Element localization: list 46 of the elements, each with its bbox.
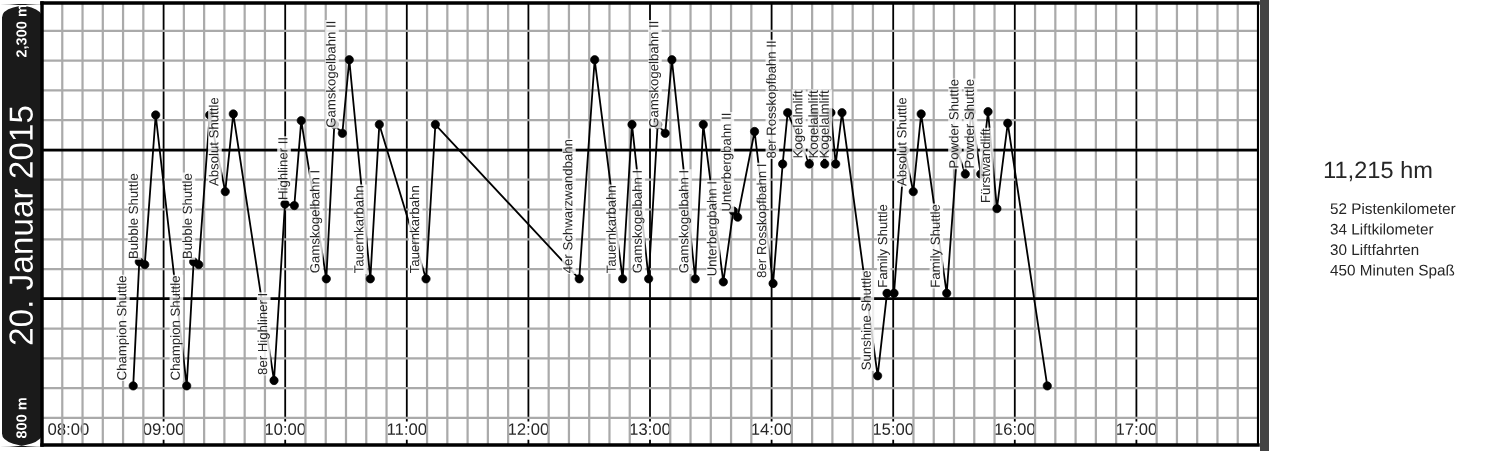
annotation: Gamskogelbahn II xyxy=(325,21,339,128)
text: 11,215 hm xyxy=(1324,161,1432,182)
annotation: Tauernkarbahn xyxy=(353,186,364,273)
annotation: 8er Highliner I xyxy=(257,294,270,375)
annotation: Gamskogelbahn I xyxy=(678,171,692,273)
annotation: Tauernkarbahn xyxy=(409,186,420,273)
annotation: Kogelalmlift xyxy=(792,90,806,158)
annotation: Champion Shuttle xyxy=(170,276,183,380)
annotation: Gamskogelbahn II xyxy=(648,21,662,128)
x-tick-label: 16:00 xyxy=(995,423,1035,436)
annotation: Highliner II xyxy=(277,138,291,199)
annotation: Unterbergbahn II xyxy=(721,113,734,211)
annotation: Gamskogelbahn I xyxy=(632,171,645,273)
annotation: Absolut Shuttle xyxy=(896,97,907,187)
annotation: Absolut Shuttle xyxy=(208,97,219,187)
annotation: Powder Shuttle xyxy=(964,79,974,168)
annotation: Champion Shuttle xyxy=(116,276,130,380)
x-tick-label: 10:00 xyxy=(265,423,306,436)
annotation: Powder Shuttle xyxy=(948,79,959,168)
annotation: Kogelalmlift xyxy=(808,90,821,158)
x-tick-label: 11:00 xyxy=(387,423,427,436)
x-tick-label: 13:00 xyxy=(630,423,671,436)
annotation: 8er Rosskopfbahn I xyxy=(756,164,769,278)
annotation: Fürstwandlift xyxy=(980,128,991,203)
annotation: 4er Schwarzwandbahn xyxy=(562,139,573,273)
annotation: 8er Rosskopfbahn II xyxy=(766,41,779,158)
annotation: Gamskogelbahn I xyxy=(309,171,323,273)
x-tick-label: 17:00 xyxy=(1116,423,1157,436)
annotation: Bubble Shuttle xyxy=(128,173,138,258)
annotation: Kogelalmlift xyxy=(819,90,832,158)
x-tick-label: 12:00 xyxy=(508,423,549,436)
annotation: Tauernkarbahn xyxy=(606,186,616,273)
text: 34 Liftkilometer xyxy=(1330,223,1434,235)
text: 52 Pistenkilometer xyxy=(1330,202,1456,215)
annotation: Sunshine Shuttle xyxy=(861,271,871,370)
annotation: Family Shuttle xyxy=(930,204,943,287)
x-tick-label: 14:00 xyxy=(752,423,792,436)
annotation: Unterbergbahn I xyxy=(706,182,720,276)
annotation: Bubble Shuttle xyxy=(182,173,192,258)
y-tick-label: 800 m xyxy=(16,398,27,439)
text: 450 Minuten Spaß xyxy=(1330,264,1455,279)
text: 20. Januar 2015 xyxy=(9,106,33,345)
annotation: Family Shuttle xyxy=(877,204,890,287)
text: 30 Liftfahrten xyxy=(1330,243,1419,256)
y-tick-label: 2,300 m xyxy=(16,5,29,58)
x-tick-label: 15:00 xyxy=(873,423,914,436)
